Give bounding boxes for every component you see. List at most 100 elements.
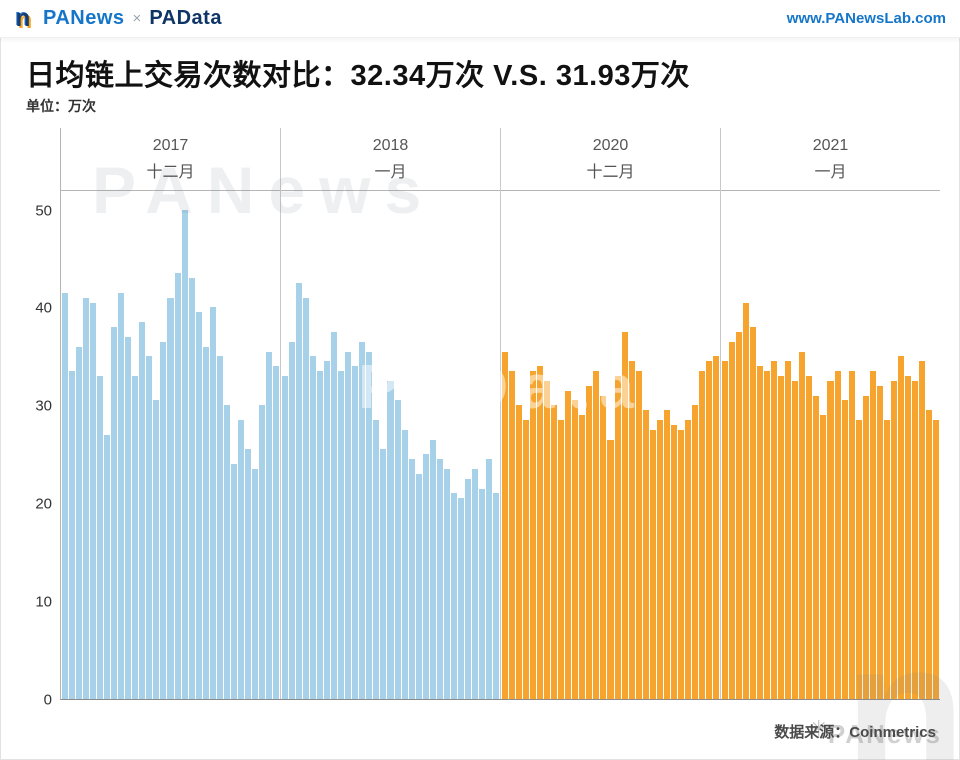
section-bars: [721, 190, 940, 699]
section-header: 2020 十二月: [501, 128, 720, 190]
bar: [251, 468, 258, 699]
bar: [572, 400, 579, 699]
bar: [195, 312, 202, 699]
bar: [436, 459, 443, 699]
bar: [338, 371, 345, 699]
bar: [457, 498, 464, 699]
panews-logo-icon: n: [10, 5, 36, 32]
bar: [656, 420, 663, 699]
bar: [464, 478, 471, 699]
bar: [359, 341, 366, 699]
section-year-label: 2017: [152, 136, 189, 154]
bar: [663, 410, 670, 699]
y-tick-label: 20: [35, 495, 52, 513]
section-bars: [501, 190, 720, 699]
bar: [523, 420, 530, 699]
bar: [750, 327, 757, 699]
bar: [237, 420, 244, 699]
bar: [394, 400, 401, 699]
bar: [855, 420, 862, 699]
bar: [296, 283, 303, 699]
bar: [289, 341, 296, 699]
bar: [698, 371, 705, 699]
section-month-label: 十二月: [146, 163, 195, 181]
section-year-label: 2018: [372, 136, 409, 154]
chart-title: 日均链上交易次数对比：32.34万次 V.S. 31.93万次: [26, 60, 690, 92]
bar: [785, 361, 792, 699]
chart-section-2021: 2021 一月: [721, 128, 940, 699]
unit-label: 单位：万次: [26, 98, 96, 114]
section-month-label: 一月: [814, 163, 847, 181]
brand-separator: ×: [132, 10, 142, 27]
y-axis-labels: 0 10 20 30 40 50: [26, 128, 56, 708]
bar: [869, 371, 876, 699]
bar: [691, 405, 698, 699]
bar: [558, 420, 565, 699]
y-tick-label: 40: [35, 299, 52, 317]
section-header: 2018 一月: [281, 128, 500, 190]
bar-chart: 0 10 20 30 40 50 2017 十二月 2018 一月 2020 十二月 2021 一月: [26, 128, 940, 709]
bar: [76, 346, 83, 699]
bar: [757, 366, 764, 699]
brand-padata-label: PAData: [149, 7, 222, 29]
bar: [862, 395, 869, 699]
bar: [684, 420, 691, 699]
bar: [813, 395, 820, 699]
bar: [649, 429, 656, 699]
bar: [69, 371, 76, 699]
section-header: 2017 十二月: [61, 128, 280, 190]
bar: [827, 380, 834, 699]
bar: [579, 415, 586, 699]
bar: [530, 371, 537, 699]
bar: [492, 493, 499, 699]
section-bars: [281, 190, 500, 699]
bar: [642, 410, 649, 699]
bar: [485, 459, 492, 699]
bar: [705, 361, 712, 699]
bar: [324, 361, 331, 699]
bar: [258, 405, 265, 699]
bar: [188, 278, 195, 699]
bar: [387, 380, 394, 699]
bar: [209, 307, 216, 699]
bar: [607, 439, 614, 699]
chart-section-2018: 2018 一月: [281, 128, 501, 699]
bar: [670, 424, 677, 699]
website-link[interactable]: www.PANewsLab.com: [786, 10, 946, 27]
bar: [303, 297, 310, 699]
section-year-label: 2021: [812, 136, 849, 154]
bar: [621, 331, 628, 699]
bar: [614, 375, 621, 699]
bar: [593, 371, 600, 699]
bar: [202, 346, 209, 699]
bar: [317, 371, 324, 699]
bar: [97, 375, 104, 699]
bar: [380, 449, 387, 699]
bar: [729, 341, 736, 699]
bar: [904, 375, 911, 699]
section-month-label: 一月: [374, 163, 407, 181]
bar: [911, 380, 918, 699]
data-source-label: 数据来源：Coinmetrics: [774, 724, 936, 741]
bar: [897, 356, 904, 699]
topbar: n PANews × PAData www.PANewsLab.com: [0, 0, 960, 38]
chart-section-2017: 2017 十二月: [61, 128, 281, 699]
bar: [544, 380, 551, 699]
bar: [509, 371, 516, 699]
bar: [443, 468, 450, 699]
bar: [160, 341, 167, 699]
bar: [565, 390, 572, 699]
brand-panews-label: PANews: [43, 7, 125, 29]
bar: [83, 297, 90, 699]
bar: [401, 429, 408, 699]
bar: [167, 297, 174, 699]
bar: [471, 468, 478, 699]
bar: [132, 375, 139, 699]
bar: [890, 380, 897, 699]
bar: [820, 415, 827, 699]
bar: [722, 361, 729, 699]
bar: [125, 336, 132, 699]
bar: [331, 331, 338, 699]
bar: [216, 356, 223, 699]
